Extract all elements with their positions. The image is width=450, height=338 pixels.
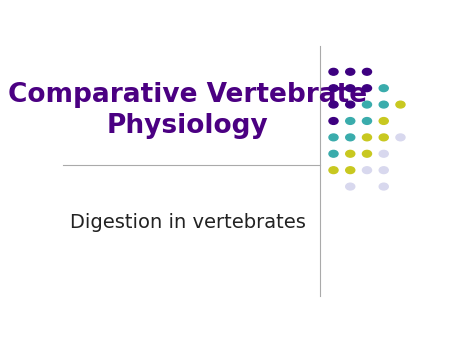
Circle shape	[362, 85, 372, 92]
Text: Comparative Vertebrate
Physiology: Comparative Vertebrate Physiology	[9, 82, 368, 139]
Circle shape	[346, 134, 355, 141]
Circle shape	[346, 85, 355, 92]
Text: Digestion in vertebrates: Digestion in vertebrates	[70, 213, 306, 232]
Circle shape	[379, 85, 388, 92]
Circle shape	[362, 118, 372, 124]
Circle shape	[362, 167, 372, 173]
Circle shape	[362, 68, 372, 75]
Circle shape	[379, 150, 388, 157]
Circle shape	[362, 150, 372, 157]
Circle shape	[329, 150, 338, 157]
Circle shape	[346, 150, 355, 157]
Circle shape	[362, 134, 372, 141]
Circle shape	[346, 183, 355, 190]
Circle shape	[329, 118, 338, 124]
Circle shape	[346, 101, 355, 108]
Circle shape	[379, 101, 388, 108]
Circle shape	[379, 134, 388, 141]
Circle shape	[379, 118, 388, 124]
Circle shape	[379, 167, 388, 173]
Circle shape	[396, 101, 405, 108]
Circle shape	[346, 68, 355, 75]
Circle shape	[346, 118, 355, 124]
Circle shape	[362, 101, 372, 108]
Circle shape	[329, 68, 338, 75]
Circle shape	[329, 134, 338, 141]
Circle shape	[329, 167, 338, 173]
Circle shape	[329, 101, 338, 108]
Circle shape	[346, 167, 355, 173]
Circle shape	[329, 85, 338, 92]
Circle shape	[396, 134, 405, 141]
Circle shape	[379, 183, 388, 190]
